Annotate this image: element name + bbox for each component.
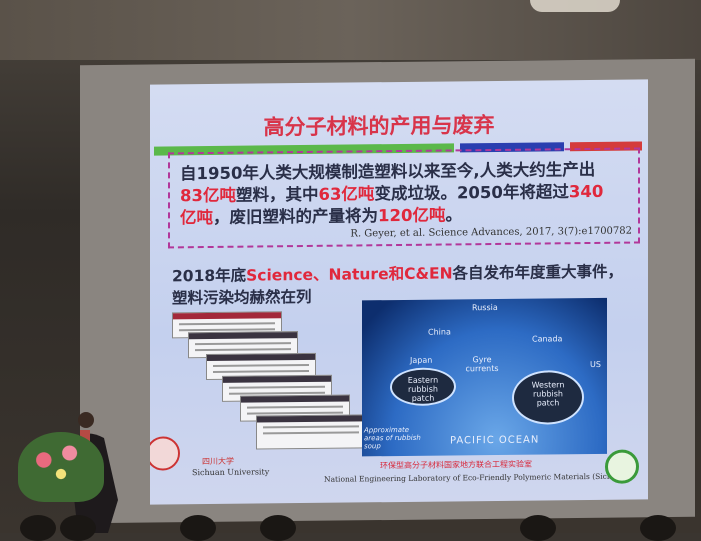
label-western: Western rubbish patch [531,380,565,408]
label-canada: Canada [532,334,563,344]
text-segment: 各自发布年度重大事件， [452,262,624,283]
label-gyre: Gyre currents [465,355,499,374]
text-segment: 塑料，其中 [235,184,319,205]
citation: R. Geyer, et al. Science Advances, 2017,… [350,225,632,240]
text-segment: 63亿吨 [318,184,375,204]
text-segment: 。 [445,205,462,225]
text-segment: 83亿吨 [180,185,236,206]
slide-title: 高分子材料的产用与废弃 [263,112,495,140]
presentation-slide: 高分子材料的产用与废弃 自1950年人类大规模制造塑料以来至今,人类大约生产出 … [150,79,648,505]
text-segment: 2018年底 [172,266,247,286]
label-russia: Russia [472,302,498,313]
ceiling-lamp [530,0,620,12]
flower-arrangement [18,432,104,502]
sichuan-university-logo [150,436,180,471]
university-name-en: Sichuan University [192,467,270,478]
quote-line-3: 亿吨，废旧塑料的产量将为120亿吨。 [180,201,462,228]
text-segment: 变成垃圾。2050年将超过 [374,182,569,204]
text-segment: 亿吨 [180,207,213,228]
label-china: China [428,327,451,337]
text-segment: ，废旧塑料的产量将为 [213,206,378,227]
heading2-line-1: 2018年底Science、Nature和C&EN各自发布年度重大事件， [172,260,623,287]
lab-name-en: National Engineering Laboratory of Eco-F… [324,471,629,484]
university-name-cn: 四川大学 [202,456,234,467]
label-us: US [590,359,601,369]
label-pacific: PACIFIC OCEAN [450,434,540,447]
text-segment: 塑料污染均赫然在列 [172,287,312,308]
lab-name-cn: 环保型高分子材料国家地方联合工程实验室 [380,459,532,471]
audience-heads [0,515,701,541]
lab-logo [605,449,639,484]
quote-box: 自1950年人类大规模制造塑料以来至今,人类大约生产出 83亿吨塑料，其中63亿… [168,147,640,249]
label-soup: Approximate areas of rubbish soup [364,425,421,451]
heading2-line-2: 塑料污染均赫然在列 [172,285,312,308]
label-eastern: Eastern rubbish patch [407,375,439,403]
text-segment: Science、Nature和C&EN [246,264,453,285]
text-segment: 120亿吨 [378,205,446,226]
text-segment: 340 [568,181,604,202]
label-japan: Japan [410,355,433,365]
pacific-garbage-map: Russia China Japan Canada Gyre currents … [362,297,607,457]
